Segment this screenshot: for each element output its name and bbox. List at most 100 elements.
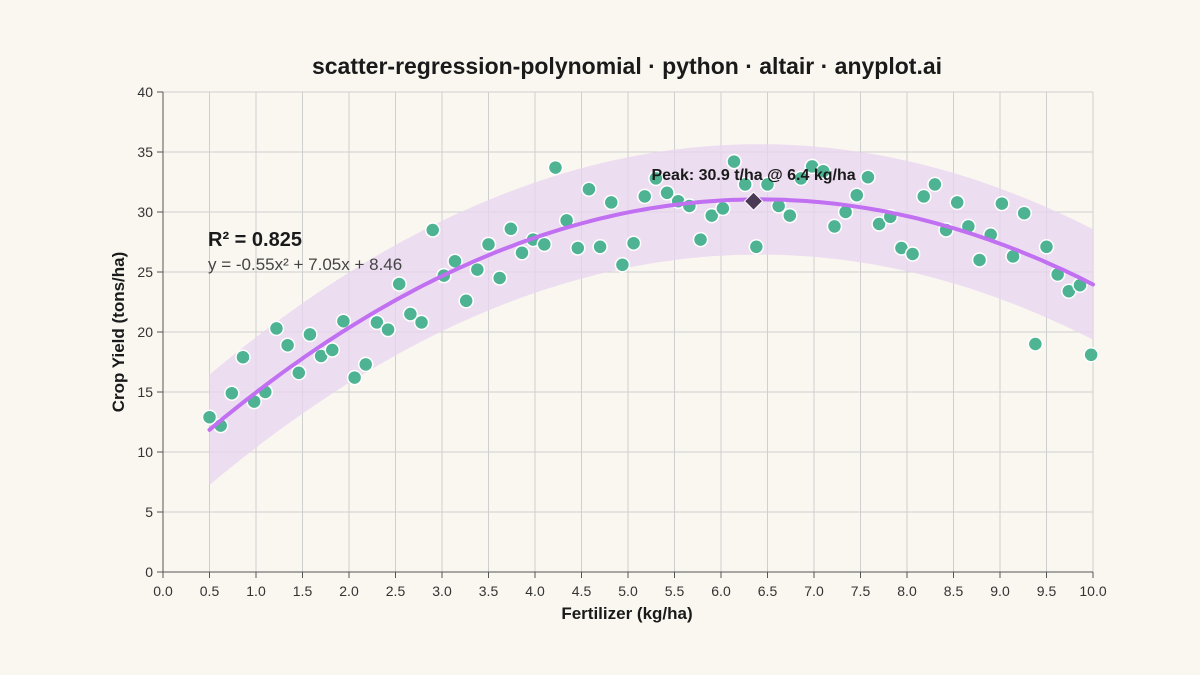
data-point xyxy=(793,170,809,187)
x-tick-label: 6.5 xyxy=(758,583,778,599)
x-tick-label: 4.0 xyxy=(525,583,545,599)
regression-line xyxy=(207,197,1095,432)
y-tick-label: 0 xyxy=(145,564,153,580)
data-point xyxy=(369,314,385,331)
regression-equation: y = -0.55x² + 7.05x + 8.46 xyxy=(208,255,402,274)
x-tick-label: 4.5 xyxy=(572,583,592,599)
y-tick-label: 10 xyxy=(137,444,153,460)
data-point xyxy=(748,239,765,255)
data-point xyxy=(302,326,318,343)
data-point xyxy=(469,261,486,278)
data-point xyxy=(994,195,1010,212)
x-tick-label: 1.0 xyxy=(246,583,266,599)
data-point xyxy=(413,314,430,331)
data-point xyxy=(402,306,419,322)
y-tick-label: 35 xyxy=(137,144,153,160)
x-tick-label: 9.0 xyxy=(990,583,1010,599)
data-point xyxy=(235,349,251,365)
data-point xyxy=(625,235,642,251)
data-point xyxy=(927,176,943,193)
x-tick-label: 9.5 xyxy=(1037,583,1057,599)
data-point xyxy=(480,236,497,253)
regression-stats: R² = 0.825 y = -0.55x² + 7.05x + 8.46 xyxy=(208,229,402,274)
x-tick-label: 0.0 xyxy=(153,583,173,599)
x-tick-label: 10.0 xyxy=(1079,583,1106,599)
chart-title: scatter-regression-polynomial · python ·… xyxy=(312,53,942,79)
y-tick-label: 25 xyxy=(137,264,153,280)
data-point xyxy=(581,181,597,197)
axes: 0.0 0.5 1.0 1.5 2.0 2.5 3.0 3.5 4.0 4.5 5.0 5.5 6.0 6… xyxy=(137,84,1106,599)
data-point xyxy=(536,236,553,253)
data-point xyxy=(826,218,843,235)
x-tick-label: 1.5 xyxy=(293,583,313,599)
x-tick-label: 8.5 xyxy=(944,583,964,599)
peak-marker xyxy=(743,191,764,211)
data-point xyxy=(514,245,530,261)
peak-label: Peak: 30.9 t/ha @ 6.4 kg/ha xyxy=(651,167,855,184)
data-point xyxy=(458,293,474,309)
data-point xyxy=(603,194,620,211)
x-tick-label: 6.0 xyxy=(711,583,731,599)
data-point xyxy=(291,365,307,381)
data-point xyxy=(782,207,798,224)
y-tick-label: 20 xyxy=(137,324,153,340)
x-tick-label: 3.0 xyxy=(432,583,452,599)
data-point xyxy=(715,200,731,217)
data-point xyxy=(391,276,407,292)
x-axis-title: Fertilizer (kg/ha) xyxy=(561,604,692,623)
peak-annotation: Peak: 30.9 t/ha @ 6.4 kg/ha xyxy=(651,167,856,211)
data-point xyxy=(1038,239,1055,255)
x-tick-label: 3.5 xyxy=(479,583,499,599)
data-point xyxy=(357,356,374,373)
y-tick-label: 15 xyxy=(137,384,153,400)
data-point xyxy=(268,320,285,337)
data-point xyxy=(547,159,564,176)
y-tick-label: 5 xyxy=(145,504,153,520)
data-point xyxy=(759,176,776,193)
data-point xyxy=(904,246,921,262)
data-point xyxy=(346,369,363,386)
y-axis-title: Crop Yield (tons/ha) xyxy=(109,252,128,413)
x-tick-label: 8.0 xyxy=(897,583,917,599)
data-point xyxy=(201,409,218,425)
regression-curve xyxy=(207,197,1095,432)
data-point xyxy=(224,385,240,401)
data-point xyxy=(737,176,753,193)
data-points xyxy=(201,153,1099,434)
r-squared-label: R² = 0.825 xyxy=(208,229,302,251)
data-point xyxy=(324,342,341,358)
y-tick-label: 40 xyxy=(137,84,153,100)
data-point xyxy=(592,239,608,255)
data-point xyxy=(949,194,965,211)
x-tick-label: 5.0 xyxy=(618,583,638,599)
data-point xyxy=(871,216,887,232)
y-tick-label: 30 xyxy=(137,204,153,220)
data-point xyxy=(636,188,653,205)
data-point xyxy=(703,207,720,224)
data-point xyxy=(570,240,586,256)
data-point xyxy=(279,337,296,353)
data-point xyxy=(1083,347,1099,363)
data-point xyxy=(424,222,441,238)
x-tick-label: 5.5 xyxy=(665,583,685,599)
data-point xyxy=(815,163,832,179)
x-tick-label: 7.0 xyxy=(804,583,824,599)
data-point xyxy=(503,221,519,237)
data-point xyxy=(380,321,396,338)
x-tick-label: 2.0 xyxy=(339,583,359,599)
x-tick-label: 2.5 xyxy=(386,583,406,599)
data-point xyxy=(860,169,876,185)
data-point xyxy=(648,170,664,187)
data-point xyxy=(614,257,631,273)
data-point xyxy=(335,313,352,329)
data-point xyxy=(971,252,988,268)
data-point xyxy=(726,153,742,170)
data-point xyxy=(491,270,508,286)
data-point xyxy=(1016,205,1032,221)
x-tick-label: 0.5 xyxy=(200,583,220,599)
data-point xyxy=(849,187,865,203)
data-point xyxy=(659,185,675,201)
x-tick-label: 7.5 xyxy=(851,583,871,599)
